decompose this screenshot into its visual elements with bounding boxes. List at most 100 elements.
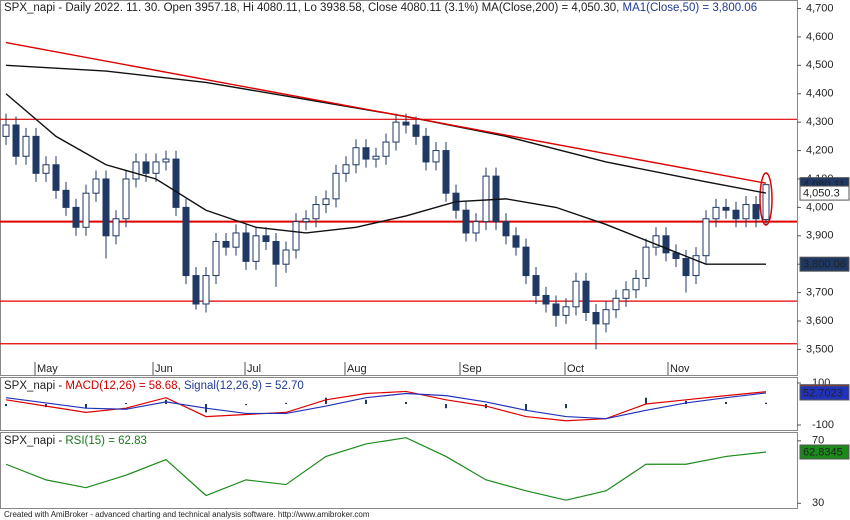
value-tag-label: 3,800.06	[803, 259, 846, 271]
histogram-bar	[85, 404, 87, 409]
x-tick-label: Aug	[347, 363, 367, 375]
candle-body	[62, 189, 70, 208]
candle-body	[642, 246, 650, 279]
candle-body	[52, 164, 60, 191]
candle-body	[242, 232, 250, 262]
candle-body	[22, 135, 30, 157]
candle-body	[552, 303, 560, 316]
candle-body	[612, 297, 620, 311]
title-part: SPX_napi -	[4, 435, 65, 447]
title-part: RSI(15) = 62.83	[65, 435, 147, 447]
rsi-pane	[0, 432, 798, 509]
candle-body	[162, 158, 170, 163]
x-tick-label: Sep	[462, 363, 482, 375]
y-tick-label: 70	[812, 435, 824, 447]
candle-body	[102, 178, 110, 237]
candle-body	[12, 124, 20, 157]
line-series	[5, 390, 767, 422]
x-tick-label: Jul	[247, 363, 261, 375]
candle-body	[762, 184, 770, 221]
x-tick-label: Nov	[670, 363, 690, 375]
histogram-bar	[405, 401, 407, 404]
title-part: ,	[178, 380, 184, 392]
candle-body	[262, 235, 270, 242]
line-series	[5, 93, 767, 265]
histogram-bar	[325, 397, 327, 404]
candle-body	[122, 178, 130, 220]
candle-body	[572, 280, 580, 308]
candle-body	[42, 164, 50, 174]
histogram-bar	[645, 397, 647, 404]
candle-body	[462, 209, 470, 234]
title-part: MACD(12,26) = 58.68	[65, 380, 177, 392]
candle-body	[742, 204, 750, 220]
candle-body	[392, 121, 400, 143]
line-series	[5, 437, 767, 501]
candle-body	[112, 218, 120, 237]
histogram-bar	[765, 402, 767, 404]
candle-body	[502, 221, 510, 237]
candle-body	[402, 121, 410, 126]
candle-body	[142, 161, 150, 174]
candle-body	[232, 232, 240, 248]
candle-body	[602, 309, 610, 325]
candle-body	[92, 178, 100, 194]
pane-title: SPX_napi - RSI(15) = 62.83	[4, 435, 147, 447]
candle-body	[442, 150, 450, 194]
candle-body	[312, 204, 320, 220]
y-tick-label: 3,600	[806, 315, 834, 327]
candle-body	[132, 161, 140, 180]
y-tick-label: 4,700	[806, 2, 834, 14]
candle-body	[432, 150, 440, 163]
candle-body	[32, 135, 40, 174]
y-tick-label: 4,500	[806, 59, 834, 71]
y-tick-label: 4,200	[806, 144, 834, 156]
histogram-bar	[725, 401, 727, 404]
candle-body	[272, 240, 280, 265]
candle-body	[652, 235, 660, 248]
histogram-bar	[5, 404, 7, 407]
candle-body	[72, 206, 80, 228]
candle-body	[752, 204, 760, 220]
candle-body	[382, 141, 390, 157]
histogram-bar	[285, 402, 287, 404]
y-tick-label: 4,000	[806, 201, 834, 213]
value-tag-label: 62.8345	[803, 446, 843, 458]
candle-body	[422, 135, 430, 163]
y-tick-label: 4,300	[806, 116, 834, 128]
value-tag	[799, 444, 850, 460]
candle-body	[542, 294, 550, 305]
candle-body	[332, 172, 340, 200]
value-tag	[799, 185, 850, 201]
candle-body	[732, 209, 740, 220]
candle-body	[512, 235, 520, 248]
histogram-bar	[245, 404, 247, 406]
candle-body	[322, 198, 330, 206]
candle-body	[342, 164, 350, 174]
candle-body	[352, 147, 360, 166]
candle-body	[522, 246, 530, 277]
candle-body	[202, 275, 210, 305]
candle-body	[412, 124, 420, 137]
highlight-ellipse	[759, 172, 773, 226]
macd-pane	[0, 377, 798, 431]
candle-body	[592, 312, 600, 325]
value-tag-label: 52.7023	[803, 387, 843, 399]
candle-body	[172, 158, 180, 208]
candle-body	[562, 306, 570, 316]
histogram-bar	[365, 399, 367, 404]
title-part: SPX_napi - Daily 2022. 11. 30. Open 3957…	[4, 2, 623, 14]
pane-title: SPX_napi - Daily 2022. 11. 30. Open 3957…	[4, 2, 757, 14]
y-tick-label: 4,400	[806, 88, 834, 100]
candle-body	[82, 192, 90, 228]
candle-body	[532, 275, 540, 296]
candle-body	[282, 249, 290, 265]
candle-body	[192, 275, 200, 305]
candle-body	[482, 175, 490, 223]
candle-body	[212, 240, 220, 277]
line-series	[5, 392, 767, 420]
footer: Created with AmiBroker - advanced charti…	[4, 510, 370, 519]
y-tick-label: 3,700	[806, 287, 834, 299]
